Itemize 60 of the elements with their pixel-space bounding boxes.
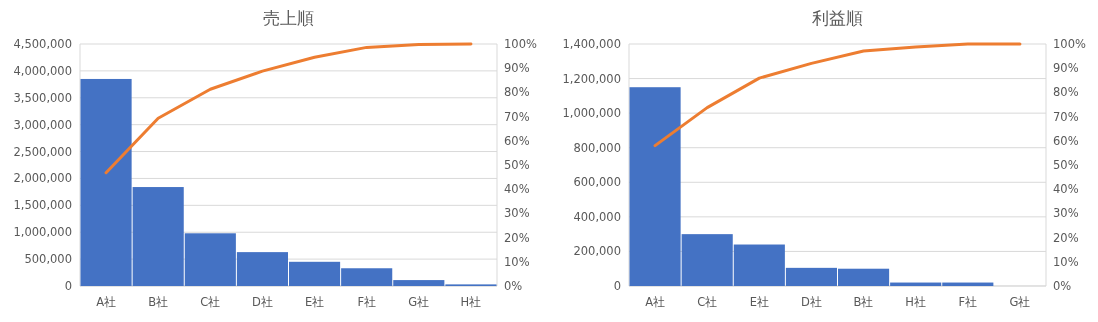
y-tick-label: 2,000,000 [13,171,72,186]
x-tick-label: F社 [958,295,978,309]
y2-tick-label: 0% [1053,279,1072,293]
y2-tick-label: 80% [1053,85,1079,100]
chart-title: 利益順 [812,8,863,28]
y2-tick-label: 50% [504,158,530,172]
x-tick-label: F社 [357,295,376,309]
y-tick-label: 1,000,000 [562,106,621,121]
y2-tick-label: 30% [504,206,530,221]
y-tick-label: 2,500,000 [13,144,72,159]
y2-tick-label: 90% [504,61,530,76]
line-series [653,42,1022,148]
y-tick-label: 800,000 [573,140,621,155]
x-tick-label: B社 [148,295,169,309]
y-tick-label: 4,500,000 [13,37,72,51]
y-tick-label: 0 [613,279,621,293]
y2-tick-label: 10% [504,254,530,269]
x-tick-label: G社 [1009,295,1031,309]
x-tick-label: E社 [749,295,769,309]
y2-tick-label: 50% [1053,158,1079,172]
y-tick-label: 1,000,000 [13,225,72,240]
y2-tick-label: 80% [504,85,530,100]
y-tick-label: 1,500,000 [13,198,72,213]
y-tick-label: 400,000 [573,209,621,224]
y2-tick-label: 10% [1053,254,1079,269]
y-tick-label: 600,000 [573,175,621,190]
y-tick-label: 200,000 [573,244,621,259]
y2-tick-label: 70% [1053,109,1079,124]
y2-tick-label: 60% [1053,133,1079,148]
x-tick-label: A社 [96,295,116,309]
y2-tick-label: 0% [504,279,523,293]
line-series [104,42,473,175]
y-tick-label: 4,000,000 [13,63,72,78]
y2-tick-label: 30% [1053,206,1079,221]
y2-tick-label: 90% [1053,61,1079,76]
y2-tick-label: 100% [504,37,537,51]
y-tick-label: 0 [64,279,72,293]
y2-tick-label: 100% [1053,37,1086,51]
y-tick-label: 3,000,000 [13,117,72,132]
x-tick-label: C社 [200,295,221,309]
x-tick-label: B社 [853,295,874,309]
y2-tick-label: 40% [504,182,530,197]
x-tick-label: C社 [697,295,718,309]
y2-tick-label: 20% [504,230,530,245]
y2-tick-label: 20% [1053,230,1079,245]
x-tick-label: E社 [304,295,325,309]
x-tick-label: D社 [801,295,822,309]
x-tick-label: A社 [645,295,665,309]
y2-tick-label: 70% [504,109,530,124]
x-tick-label: D社 [252,295,273,309]
y-tick-label: 1,200,000 [562,71,621,86]
chart-title: 売上順 [263,8,314,28]
x-tick-label: H社 [905,295,927,309]
y-tick-label: 3,500,000 [13,90,72,105]
x-tick-label: G社 [408,295,430,309]
x-tick-label: H社 [460,295,482,309]
y-tick-label: 1,400,000 [562,37,621,51]
y2-tick-label: 40% [1053,182,1079,197]
y-tick-label: 500,000 [24,252,72,267]
y2-tick-label: 60% [504,133,530,148]
